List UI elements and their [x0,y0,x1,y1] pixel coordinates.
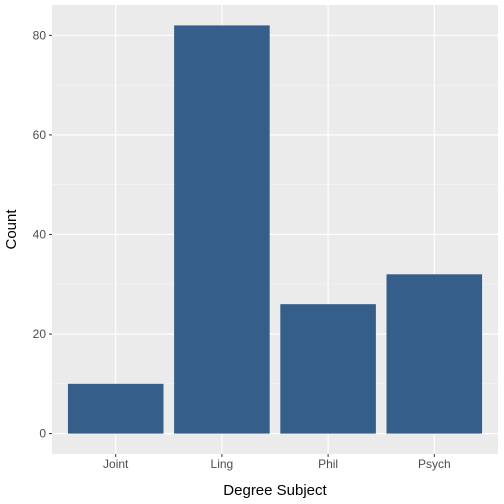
x-axis-title: Degree Subject [223,482,327,499]
x-tick-label: Phil [318,457,338,471]
x-tick-label: Joint [103,457,129,471]
y-tick-label: 20 [33,327,47,341]
y-tick-label: 40 [33,227,47,241]
y-tick-label: 80 [33,28,47,42]
bar-ling [174,25,270,434]
bar-phil [280,304,376,434]
bar-psych [386,274,483,434]
y-axis-title: Count [3,209,20,250]
x-tick-label: Psych [418,457,451,471]
y-tick-label: 0 [39,427,46,441]
x-axis: Joint Ling Phil Psych [103,454,451,471]
x-tick-label: Ling [211,457,234,471]
bar-joint [67,383,164,434]
y-axis: 0 20 40 60 80 [33,28,52,441]
bars [67,25,483,434]
y-tick-label: 60 [33,128,47,142]
